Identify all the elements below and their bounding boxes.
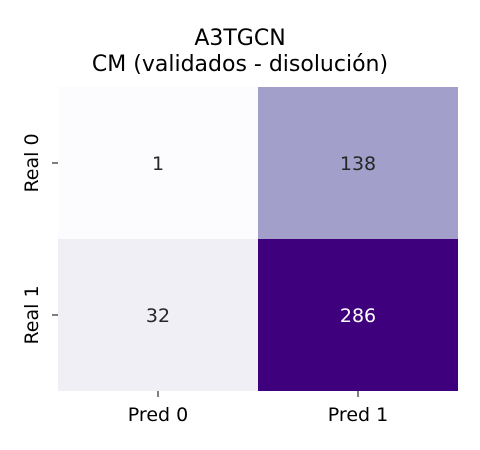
chart-title-line-1: A3TGCN bbox=[194, 26, 286, 51]
x-tick-label-1: Pred 1 bbox=[328, 404, 388, 426]
y-tick-label-0: Real 0 bbox=[21, 133, 43, 192]
chart-title-line-2: CM (validados - disolución) bbox=[91, 52, 389, 77]
cell-value-label-r1-c1: 286 bbox=[340, 305, 376, 327]
heatmap-cell-r1-c0 bbox=[58, 239, 258, 391]
x-tick-label-0: Pred 0 bbox=[128, 404, 188, 426]
cell-value-label-r0-c0: 1 bbox=[152, 153, 164, 175]
cell-value-label-r1-c0: 32 bbox=[146, 305, 170, 327]
heatmap-cell-r1-c1 bbox=[258, 239, 458, 391]
cell-value-label-r0-c1: 138 bbox=[340, 153, 376, 175]
y-tick-label-1: Real 1 bbox=[21, 285, 43, 344]
heatmap-cell-r0-c0 bbox=[58, 87, 258, 239]
heatmap-cell-r0-c1 bbox=[258, 87, 458, 239]
